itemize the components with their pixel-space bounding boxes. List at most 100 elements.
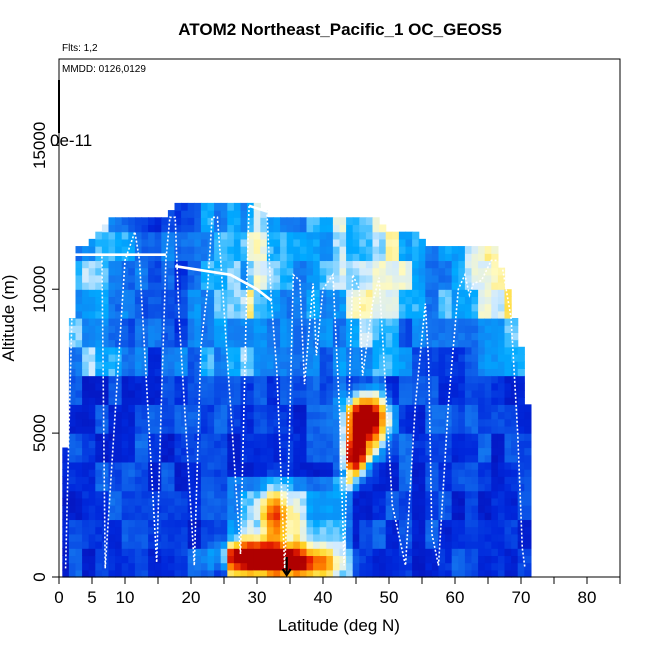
heatmap-cell [438,404,446,413]
heatmap-cell [332,440,341,449]
heatmap-cell [128,217,136,226]
heatmap-cell [200,397,209,405]
heatmap-cell [194,231,202,240]
heatmap-cell [95,569,103,578]
heatmap-cell [280,303,288,312]
heatmap-cell [174,541,182,549]
heatmap-cell [161,447,169,456]
heatmap-cell [491,555,499,564]
heatmap-cell [134,497,143,506]
heatmap-cell [220,555,228,564]
heatmap-cell [319,375,327,384]
heatmap-cell [167,310,176,319]
heatmap-cell [339,353,347,362]
heatmap-cell [451,368,459,377]
heatmap-cell [233,555,242,564]
heatmap-cell [141,231,149,240]
heatmap-cell [418,562,426,571]
heatmap-cell [412,440,420,449]
heatmap-cell [88,461,96,470]
heatmap-cell [451,260,459,269]
heatmap-cell [200,382,209,391]
heatmap-cell [273,353,281,362]
heatmap-cell [504,526,512,535]
heatmap-cell [346,461,354,470]
heatmap-cell [62,490,70,499]
heatmap-cell [332,519,341,528]
heatmap-cell [95,483,103,492]
heatmap-cell [299,325,308,333]
heatmap-cell [478,310,486,319]
heatmap-cell [293,346,301,355]
heatmap-cell [339,303,347,312]
heatmap-cell [148,389,156,398]
heatmap-cell [253,411,261,420]
heatmap-cell [326,253,334,262]
heatmap-cell [273,548,281,557]
heatmap-cell [431,447,440,456]
heatmap-cell [299,382,308,391]
heatmap-cell [326,526,334,535]
heatmap-cell [445,433,453,441]
heatmap-cell [161,569,169,578]
heatmap-cell [412,425,420,434]
heatmap-cell [260,332,268,341]
heatmap-cell [174,260,182,269]
heatmap-cell [253,533,261,542]
heatmap-cell [88,389,96,398]
heatmap-cell [128,505,136,513]
heatmap-cell [332,569,341,578]
heatmap-cell [194,433,202,441]
heatmap-cell [260,447,268,456]
heatmap-cell [352,382,360,391]
heatmap-cell [174,490,182,499]
heatmap-cell [326,332,334,341]
heatmap-cell [161,483,169,492]
heatmap-cell [392,512,400,521]
heatmap-cell [181,526,189,535]
heatmap-cell [101,512,110,521]
heatmap-cell [524,454,532,463]
heatmap-cell [379,490,387,499]
heatmap-cell [346,454,354,463]
heatmap-cell [82,260,90,269]
heatmap-cell [491,512,499,521]
heatmap-cell [233,541,242,549]
heatmap-cell [141,433,149,441]
heatmap-cell [134,512,143,521]
heatmap-cell [385,253,393,262]
heatmap-cell [445,346,453,355]
heatmap-cell [471,397,479,405]
heatmap-cell [524,483,532,492]
heatmap-cell [346,253,354,262]
heatmap-cell [260,274,268,283]
heatmap-cell [286,425,294,434]
heatmap-cell [227,512,235,521]
heatmap-cell [405,418,413,427]
heatmap-cell [299,253,308,262]
heatmap-cell [431,526,440,535]
heatmap-cell [154,253,162,262]
heatmap-cell [372,548,380,557]
heatmap-cell [214,224,222,233]
heatmap-cell [445,425,453,434]
heatmap-cell [491,461,499,470]
heatmap-cell [379,274,387,283]
heatmap-cell [115,253,123,262]
heatmap-cell [346,289,354,298]
heatmap-cell [280,346,288,355]
heatmap-cell [227,440,235,449]
heatmap-cell [445,541,453,549]
heatmap-cell [385,375,393,384]
heatmap-cell [286,310,294,319]
heatmap-cell [365,253,374,262]
heatmap-cell [174,389,182,398]
heatmap-cell [121,497,129,506]
heatmap-cell [517,440,525,449]
heatmap-cell [128,411,136,420]
heatmap-cell [339,238,347,247]
heatmap-cell [504,454,512,463]
heatmap-cell [286,469,294,477]
heatmap-cell [504,512,512,521]
heatmap-cell [352,253,360,262]
